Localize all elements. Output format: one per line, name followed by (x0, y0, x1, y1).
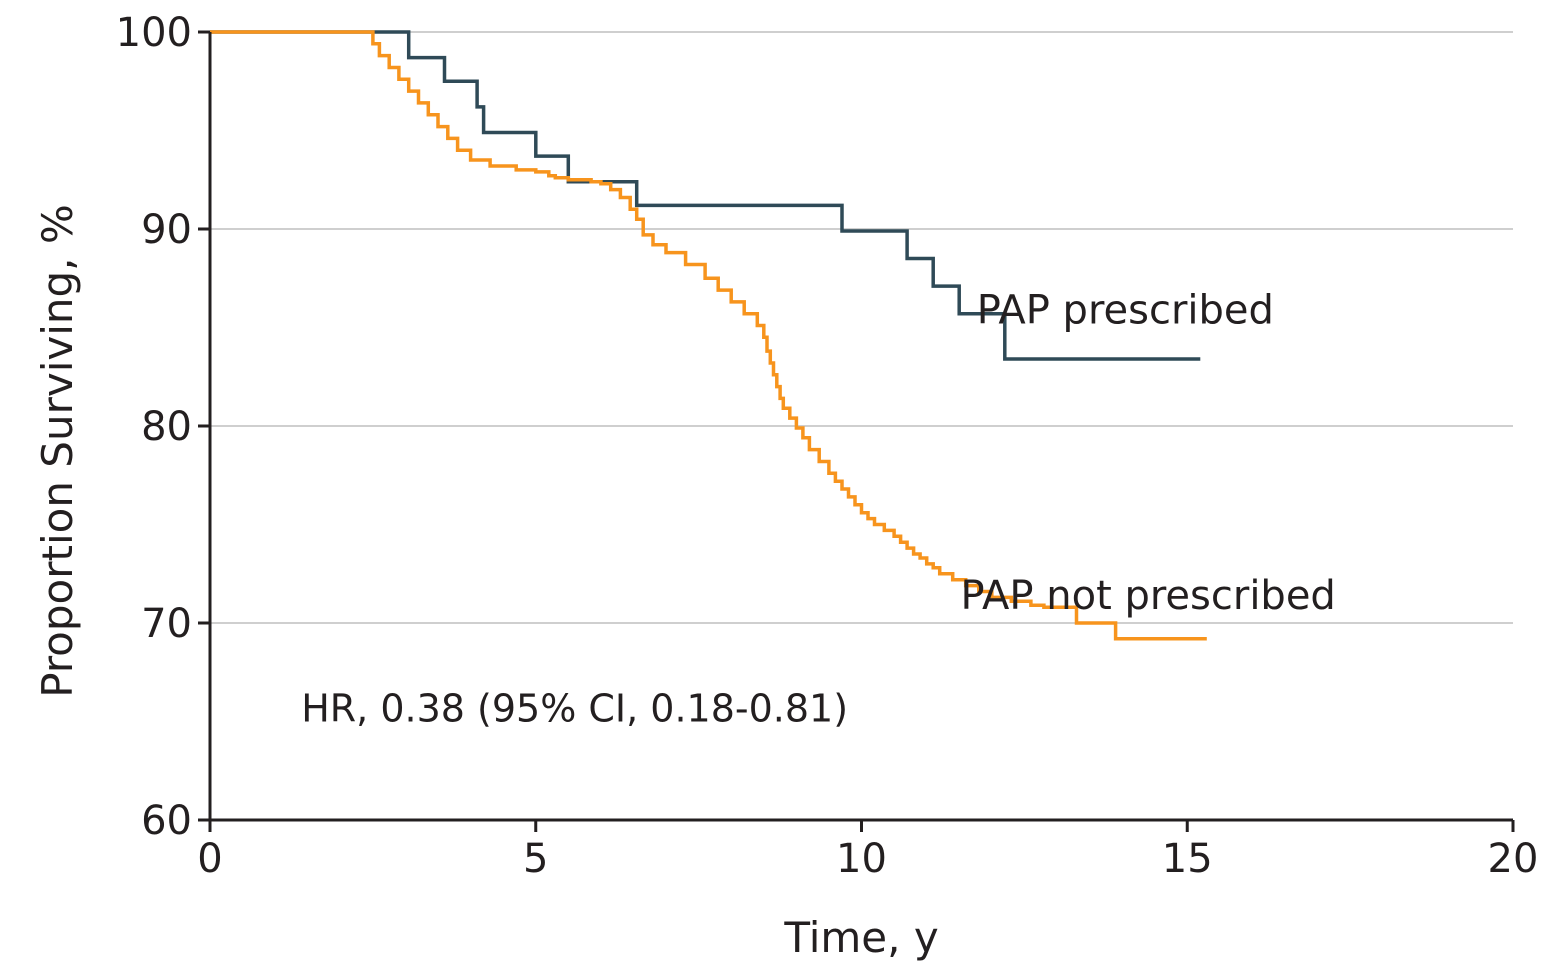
x-tick-label-5: 5 (523, 836, 548, 882)
label-pap-prescribed: PAP prescribed (977, 288, 1274, 334)
series-labels: PAP prescribed PAP not prescribed (960, 288, 1335, 620)
hazard-ratio-annotation: HR, 0.38 (95% CI, 0.18-0.81) (301, 687, 848, 731)
ticks: 0 5 10 15 20 60 70 80 90 100 (116, 10, 1539, 882)
y-tick-label-80: 80 (141, 404, 192, 450)
series-lines (210, 30, 1207, 641)
label-pap-not-prescribed: PAP not prescribed (960, 573, 1335, 619)
y-tick-label-70: 70 (141, 601, 192, 647)
y-tick-label-100: 100 (116, 10, 192, 56)
y-tick-label-60: 60 (141, 798, 192, 844)
gridlines (210, 31, 1513, 624)
series-line-pap-not-prescribed (210, 30, 1207, 641)
x-tick-label-0: 0 (197, 836, 222, 882)
y-axis-title: Proportion Surviving, % (33, 204, 82, 698)
y-tick-label-90: 90 (141, 207, 192, 253)
x-tick-label-10: 10 (836, 836, 887, 882)
x-tick-label-15: 15 (1162, 836, 1213, 882)
x-axis-title: Time, y (783, 913, 938, 962)
x-tick-label-20: 20 (1488, 836, 1539, 882)
